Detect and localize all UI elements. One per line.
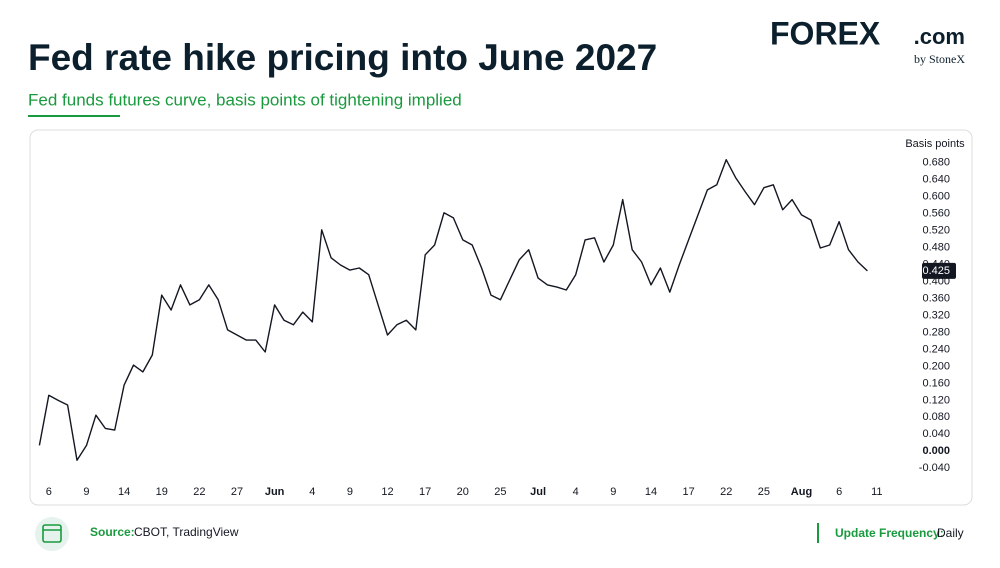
x-tick-label: 25 [758,486,770,498]
line-series [38,159,868,461]
chart-panel [29,129,973,506]
x-tick-label: 6 [46,486,52,498]
y-tick-label: 0.320 [922,309,950,321]
calendar-icon [42,524,62,543]
y-tick-label: 0.480 [922,241,950,253]
x-tick-label: 20 [457,486,469,498]
y-tick-label: 0.240 [922,343,950,355]
frequency-label: Update Frequency: [835,526,944,540]
logo-byline: by StoneX [914,52,965,66]
calendar-icon-bg [35,517,69,551]
y-axis-label: Basis points [905,138,965,150]
footer-divider [817,523,819,543]
y-tick-label: 0.080 [922,411,950,423]
x-tick-label: Aug [791,486,812,498]
x-tick-label: 12 [381,486,393,498]
x-tick-label: 17 [682,486,694,498]
x-tick-label: 17 [419,486,431,498]
x-tick-label: 22 [193,486,205,498]
y-tick-label: 0.040 [922,428,950,440]
x-tick-label: Jul [530,486,546,498]
x-tick-label: 19 [156,486,168,498]
subtitle: Fed funds futures curve, basis points of… [28,90,462,109]
source: CBOT, TradingView [134,525,239,539]
logo-name: FOREX [770,15,881,51]
x-tick-label: 6 [836,486,842,498]
x-tick-label: 14 [118,486,130,498]
y-tick-label: 0.560 [922,208,950,220]
x-tick-label: 9 [347,486,353,498]
y-tick-label: -0.040 [919,462,950,474]
x-tick-label: Jun [265,486,285,498]
x-tick-label: 27 [231,486,243,498]
x-tick-label: 22 [720,486,732,498]
y-tick-label: 0.640 [922,174,950,186]
y-tick-label: 0.000 [922,445,950,457]
y-tick-label: 0.680 [922,157,950,169]
x-tick-label: 11 [871,486,882,498]
x-tick-label: 4 [573,486,579,498]
subtitle-underline [28,115,120,117]
y-tick-label: 0.600 [922,191,950,203]
x-tick-label: 25 [494,486,506,498]
logo-domain: .com [914,24,965,49]
last-value-label: 0.425 [922,265,950,277]
y-tick-label: 0.120 [922,394,950,406]
y-tick-label: 0.200 [922,360,950,372]
y-tick-label: 0.360 [922,292,950,304]
title: Fed rate hike pricing into June 2027 [28,37,657,78]
y-tick-label: 0.280 [922,326,950,338]
x-tick-label: 9 [83,486,89,498]
last-value-box [922,262,956,279]
x-tick-label: 4 [309,486,315,498]
y-tick-label: 0.160 [922,377,950,389]
x-tick-label: 9 [610,486,616,498]
x-tick-label: 14 [645,486,657,498]
frequency: Daily [937,526,964,540]
source-label: Source: [90,525,135,539]
y-tick-label: 0.520 [922,225,950,237]
